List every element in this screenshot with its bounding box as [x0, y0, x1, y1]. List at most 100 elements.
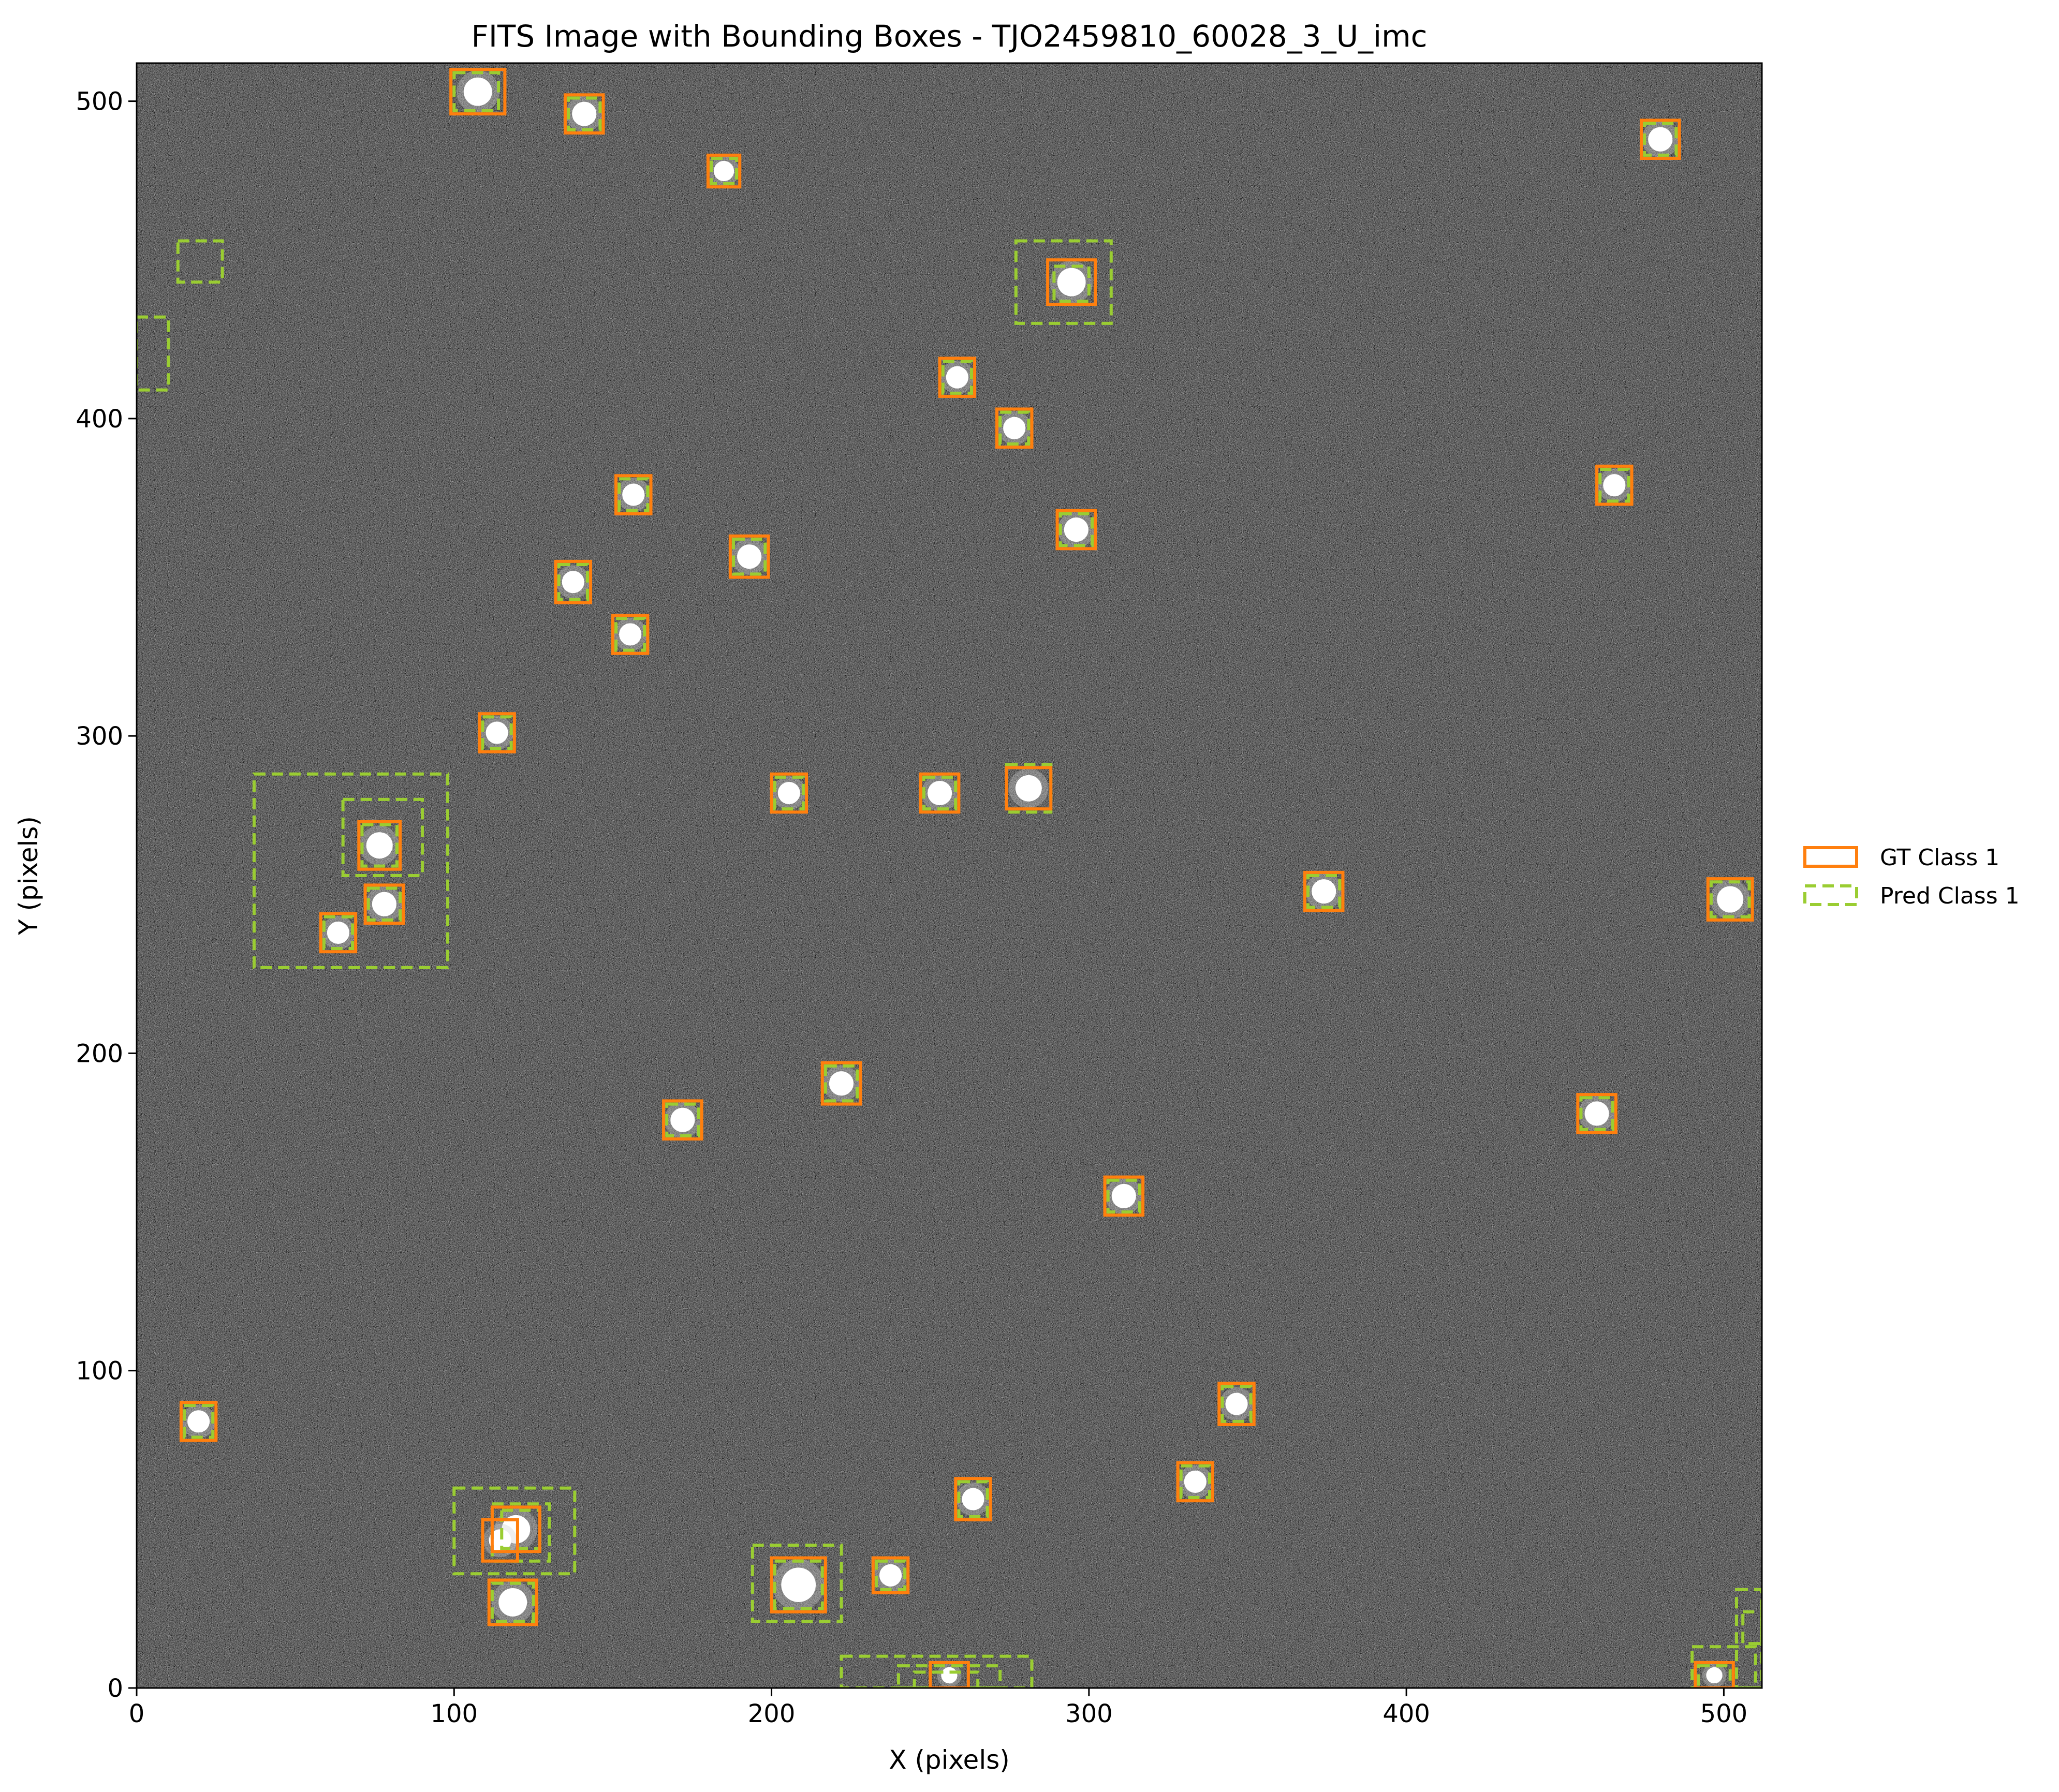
- star: [1015, 775, 1042, 802]
- star: [562, 571, 584, 594]
- pred-box: [840, 1654, 1034, 1688]
- y-tick-label: 0: [107, 1674, 123, 1703]
- pred-box: [751, 1544, 843, 1623]
- y-tick-label: 400: [76, 405, 123, 434]
- gt-box: [820, 1061, 862, 1106]
- pred-box: [1579, 1096, 1614, 1131]
- star: [962, 1488, 984, 1510]
- gt-box: [478, 712, 516, 753]
- gt-box: [1576, 1093, 1617, 1134]
- star: [1706, 1667, 1723, 1684]
- gt-box: [1694, 1661, 1735, 1688]
- star: [1003, 417, 1026, 439]
- star: [486, 721, 508, 744]
- legend-gt-label: GT Class 1: [1880, 845, 1999, 871]
- star: [463, 77, 492, 106]
- star: [619, 623, 642, 646]
- pred-box: [252, 772, 450, 969]
- gt-box: [363, 883, 405, 925]
- gt-box: [1217, 1382, 1256, 1426]
- gt-box: [554, 559, 592, 604]
- pred-box: [617, 477, 650, 512]
- gt-box: [919, 772, 961, 814]
- gt-box: [611, 614, 650, 655]
- legend-pred-swatch: [1803, 884, 1858, 906]
- star: [941, 1667, 958, 1684]
- star: [1225, 1393, 1248, 1415]
- star: [777, 781, 800, 805]
- x-axis-label: X (pixels): [889, 1745, 1010, 1775]
- star: [1057, 268, 1086, 297]
- star: [1648, 127, 1673, 152]
- star: [489, 1529, 511, 1552]
- legend-gt-swatch: [1803, 846, 1858, 868]
- pred-box: [1220, 1385, 1253, 1423]
- star: [1184, 1470, 1207, 1493]
- star: [1717, 886, 1744, 913]
- star: [829, 1071, 854, 1096]
- gt-boxes-layer: [179, 68, 1754, 1688]
- gt-box: [1706, 877, 1754, 922]
- pred-box: [1734, 1588, 1762, 1688]
- y-axis: 0 100 200 300 400 500: [76, 87, 137, 1703]
- legend: GT Class 1 Pred Class 1: [1803, 845, 2020, 909]
- pred-box: [1697, 1664, 1732, 1688]
- gt-box: [563, 93, 605, 135]
- gt-box: [1055, 509, 1097, 551]
- gt-box: [481, 1518, 519, 1563]
- y-tick-label: 500: [76, 87, 123, 116]
- pred-box: [614, 617, 646, 652]
- pred-box: [341, 797, 424, 877]
- star: [713, 160, 734, 182]
- gt-box: [1103, 1175, 1145, 1217]
- gt-box: [487, 1578, 538, 1626]
- star: [1111, 1183, 1136, 1208]
- legend-pred-label: Pred Class 1: [1880, 883, 2020, 909]
- plot-area: [136, 62, 1763, 1689]
- star: [1064, 517, 1089, 542]
- star: [327, 921, 350, 944]
- pred-box: [773, 775, 805, 811]
- x-tick-label: 400: [1383, 1699, 1430, 1728]
- pred-box: [998, 410, 1031, 446]
- star: [928, 780, 952, 806]
- pred-box: [1179, 1464, 1211, 1500]
- pred-box: [913, 1670, 980, 1688]
- gt-box: [938, 357, 977, 398]
- star: [366, 832, 393, 859]
- x-tick-label: 200: [748, 1699, 796, 1728]
- gt-box: [728, 534, 770, 579]
- pred-boxes-layer: [137, 71, 1762, 1688]
- gt-box: [357, 820, 402, 871]
- star: [1603, 474, 1626, 497]
- gt-box: [1005, 766, 1053, 811]
- pred-box: [322, 915, 355, 951]
- star: [737, 544, 762, 569]
- y-axis-label: Y (pixels): [13, 816, 43, 936]
- pred-box: [1709, 880, 1751, 919]
- pred-box: [452, 71, 501, 112]
- fits-image-noise: [137, 63, 1762, 1688]
- pred-box: [823, 1064, 859, 1103]
- gt-box: [770, 772, 808, 814]
- pred-box: [567, 96, 602, 131]
- gt-box: [1046, 258, 1097, 306]
- gt-box: [1595, 464, 1634, 506]
- gt-box: [614, 474, 653, 515]
- gt-box: [995, 407, 1034, 449]
- star: [781, 1567, 816, 1603]
- gt-box: [954, 1477, 992, 1521]
- x-tick-label: 100: [430, 1699, 478, 1728]
- pred-box: [176, 239, 224, 284]
- pred-box: [360, 823, 399, 868]
- pred-box: [490, 1581, 535, 1623]
- y-tick-label: 100: [76, 1357, 123, 1386]
- gt-box: [449, 68, 507, 116]
- chart-title: FITS Image with Bounding Boxes - TJO2459…: [471, 19, 1427, 54]
- pred-box: [874, 1559, 907, 1591]
- pred-box: [957, 1480, 989, 1518]
- star: [572, 101, 597, 126]
- x-axis: 0 100 200 300 400 500: [129, 1688, 1747, 1728]
- pred-box: [1106, 1178, 1141, 1214]
- pred-box: [1741, 1610, 1762, 1646]
